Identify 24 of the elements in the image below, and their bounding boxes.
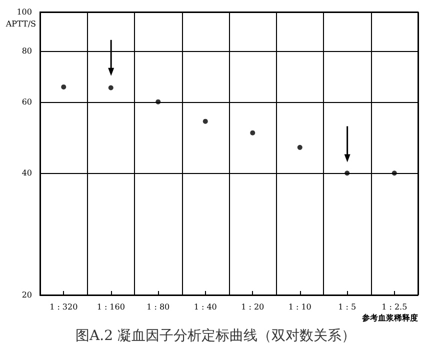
x-tick-label: 1 : 2.5 bbox=[382, 302, 408, 312]
point bbox=[61, 84, 66, 90]
point bbox=[344, 170, 350, 176]
y-tick-label: 80 bbox=[22, 46, 32, 56]
x-tick-label: 1 : 40 bbox=[194, 302, 217, 312]
x-tick-label: 1 : 320 bbox=[50, 302, 78, 312]
point bbox=[156, 99, 161, 104]
y-tick-label: 40 bbox=[22, 168, 32, 178]
x-axis-title: 参考血浆稀释度 bbox=[361, 312, 418, 322]
y-axis-title: APTT/S bbox=[4, 20, 36, 28]
point bbox=[297, 144, 302, 150]
x-tick-label: 1 : 20 bbox=[241, 302, 264, 312]
point bbox=[202, 118, 208, 124]
point bbox=[392, 170, 397, 176]
x-tick-label: 1 : 5 bbox=[338, 302, 356, 312]
point bbox=[250, 130, 256, 136]
x-tick-label: 1 : 80 bbox=[146, 302, 170, 312]
x-tick-label: 1 : 160 bbox=[96, 302, 125, 312]
y-tick-label: 60 bbox=[22, 97, 32, 106]
y-tick-label: 20 bbox=[22, 290, 32, 300]
x-tick-label: 1 : 10 bbox=[288, 302, 312, 312]
point bbox=[108, 85, 114, 90]
text: 图A.2 凝血因子分析定标曲线（双对数关系） bbox=[76, 328, 356, 344]
y-tick-label: 100 bbox=[16, 8, 32, 16]
